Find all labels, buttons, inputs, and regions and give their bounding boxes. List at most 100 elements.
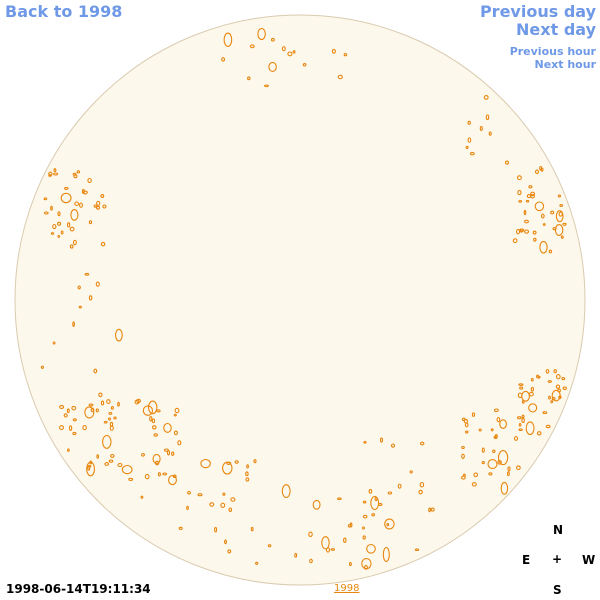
contour-mark xyxy=(504,160,510,165)
contour-mark xyxy=(52,224,57,230)
contour-mark xyxy=(513,435,519,441)
contour-mark xyxy=(106,399,111,405)
compass-west: W xyxy=(582,553,596,567)
previous-hour-link[interactable]: Previous hour xyxy=(509,45,596,58)
next-hour-link[interactable]: Next hour xyxy=(534,58,597,71)
next-day-link[interactable]: Next day xyxy=(516,20,596,39)
contour-mark xyxy=(270,37,275,42)
contour-mark xyxy=(409,470,413,474)
contour-mark xyxy=(525,199,530,203)
contour-mark xyxy=(521,414,525,419)
contour-mark xyxy=(490,428,494,432)
contour-mark xyxy=(550,210,555,215)
contour-mark xyxy=(555,210,564,223)
contour-mark xyxy=(545,368,550,374)
contour-mark xyxy=(60,230,64,235)
contour-mark xyxy=(121,464,133,475)
contour-mark xyxy=(57,234,61,238)
contour-mark xyxy=(485,114,490,120)
contour-mark xyxy=(93,368,98,374)
contour-mark xyxy=(93,204,97,208)
contour-mark xyxy=(177,440,182,446)
contour-mark xyxy=(142,405,154,416)
compass-east: E xyxy=(522,553,531,567)
contour-mark xyxy=(321,536,330,550)
contour-mark xyxy=(52,341,56,345)
contour-mark xyxy=(88,403,94,407)
contour-mark xyxy=(281,484,291,499)
contour-mark xyxy=(487,459,498,470)
contour-mark xyxy=(560,235,564,239)
contour-mark xyxy=(497,450,509,466)
contour-mark xyxy=(109,421,114,427)
contour-mark xyxy=(100,400,105,406)
contour-mark xyxy=(382,546,390,563)
contour-mark xyxy=(43,211,49,215)
contour-mark xyxy=(371,513,376,517)
back-to-year-link[interactable]: Back to 1998 xyxy=(5,2,123,21)
contour-mark xyxy=(418,489,423,495)
contour-mark xyxy=(68,425,73,431)
year-link[interactable]: 1998 xyxy=(334,583,360,594)
contour-mark xyxy=(281,46,286,52)
contour-mark xyxy=(537,375,541,379)
contour-mark xyxy=(488,472,493,476)
contour-mark xyxy=(516,465,521,471)
contour-mark xyxy=(557,194,562,198)
contour-mark xyxy=(57,221,62,226)
contour-mark xyxy=(110,453,115,458)
contour-mark xyxy=(224,539,227,545)
contour-mark xyxy=(222,492,226,496)
contour-mark xyxy=(550,400,554,404)
contour-mark xyxy=(48,171,53,177)
contour-mark xyxy=(98,392,103,398)
contour-mark xyxy=(523,209,527,216)
previous-day-link[interactable]: Previous day xyxy=(479,2,596,21)
contour-mark xyxy=(349,522,353,528)
contour-mark xyxy=(186,505,189,511)
contour-mark xyxy=(86,461,96,477)
contour-mark xyxy=(294,552,298,558)
contour-mark xyxy=(539,240,548,254)
contour-mark xyxy=(59,425,64,431)
contour-mark xyxy=(72,239,77,246)
contour-mark xyxy=(108,411,113,415)
contour-mark xyxy=(337,497,342,501)
contour-mark xyxy=(174,407,180,414)
compass-center: + xyxy=(552,552,563,566)
contour-mark xyxy=(162,472,168,476)
solar-disk xyxy=(14,14,586,586)
contour-mark xyxy=(469,151,475,156)
contour-mark xyxy=(141,452,145,457)
contour-mark xyxy=(95,205,101,210)
contour-mark xyxy=(534,169,540,175)
contour-mark xyxy=(467,137,472,143)
magnetic-contours xyxy=(40,27,567,570)
contour-mark xyxy=(481,461,485,465)
contour-mark xyxy=(117,462,123,468)
contour-mark xyxy=(253,459,257,464)
contour-mark xyxy=(53,172,59,176)
contour-mark xyxy=(151,425,157,430)
contour-mark xyxy=(343,53,348,57)
contour-mark xyxy=(499,419,507,429)
contour-mark xyxy=(471,412,476,417)
contour-mark xyxy=(545,424,551,429)
contour-mark xyxy=(108,417,111,421)
contour-mark xyxy=(70,209,79,221)
contour-mark xyxy=(250,526,254,532)
contour-mark xyxy=(163,422,172,433)
contour-mark xyxy=(197,493,203,497)
contour-mark xyxy=(542,223,546,226)
contour-mark xyxy=(245,471,249,477)
contour-mark xyxy=(517,392,523,399)
contour-mark xyxy=(255,561,259,565)
contour-mark xyxy=(171,451,175,456)
contour-mark xyxy=(312,499,321,510)
contour-mark xyxy=(222,461,233,475)
contour-mark xyxy=(57,211,61,217)
contour-mark xyxy=(95,408,99,413)
contour-mark xyxy=(66,408,70,414)
contour-mark xyxy=(362,535,366,540)
